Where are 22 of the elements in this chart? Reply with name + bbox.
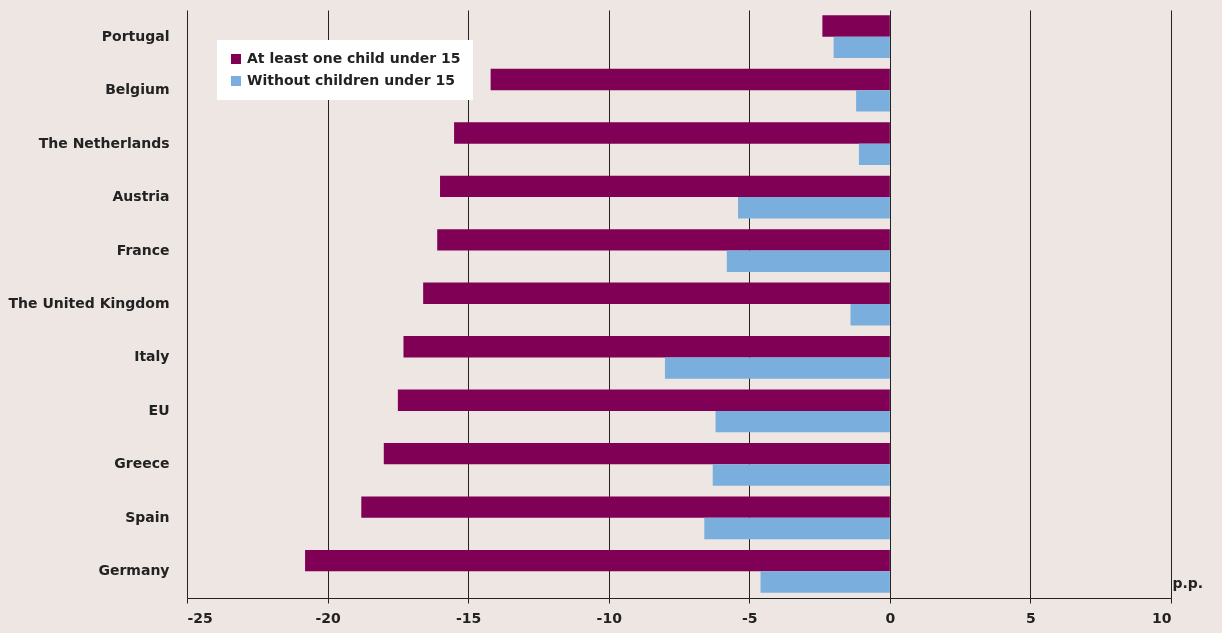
legend-label: Without children under 15 — [247, 72, 455, 88]
legend-label: At least one child under 15 — [247, 50, 461, 66]
x-tick-label: 0 — [885, 609, 896, 626]
x-tick-label: -10 — [596, 609, 623, 626]
x-tick-label: -15 — [455, 609, 482, 626]
y-tick-label: The United Kingdom — [8, 295, 170, 311]
y-tick-label: Greece — [114, 455, 170, 472]
x-tick-label: -20 — [315, 609, 341, 626]
y-tick-label: France — [116, 241, 170, 258]
y-tick-label: Spain — [125, 508, 170, 525]
x-tick-label: 10 — [1152, 609, 1172, 626]
y-tick-label: Belgium — [105, 81, 170, 98]
y-tick-label: Portugal — [101, 27, 170, 44]
x-tick-label: -5 — [742, 609, 758, 626]
y-tick-label: Austria — [112, 188, 170, 205]
y-tick-label: Italy — [134, 348, 170, 365]
y-tick-label: EU — [148, 401, 170, 418]
x-tick-label: -25 — [187, 609, 213, 626]
y-tick-label: The Netherlands — [38, 134, 170, 151]
x-tick-label: 5 — [1026, 609, 1036, 626]
y-tick-label: Germany — [98, 562, 170, 579]
x-axis-title: p.p. — [1172, 574, 1204, 591]
